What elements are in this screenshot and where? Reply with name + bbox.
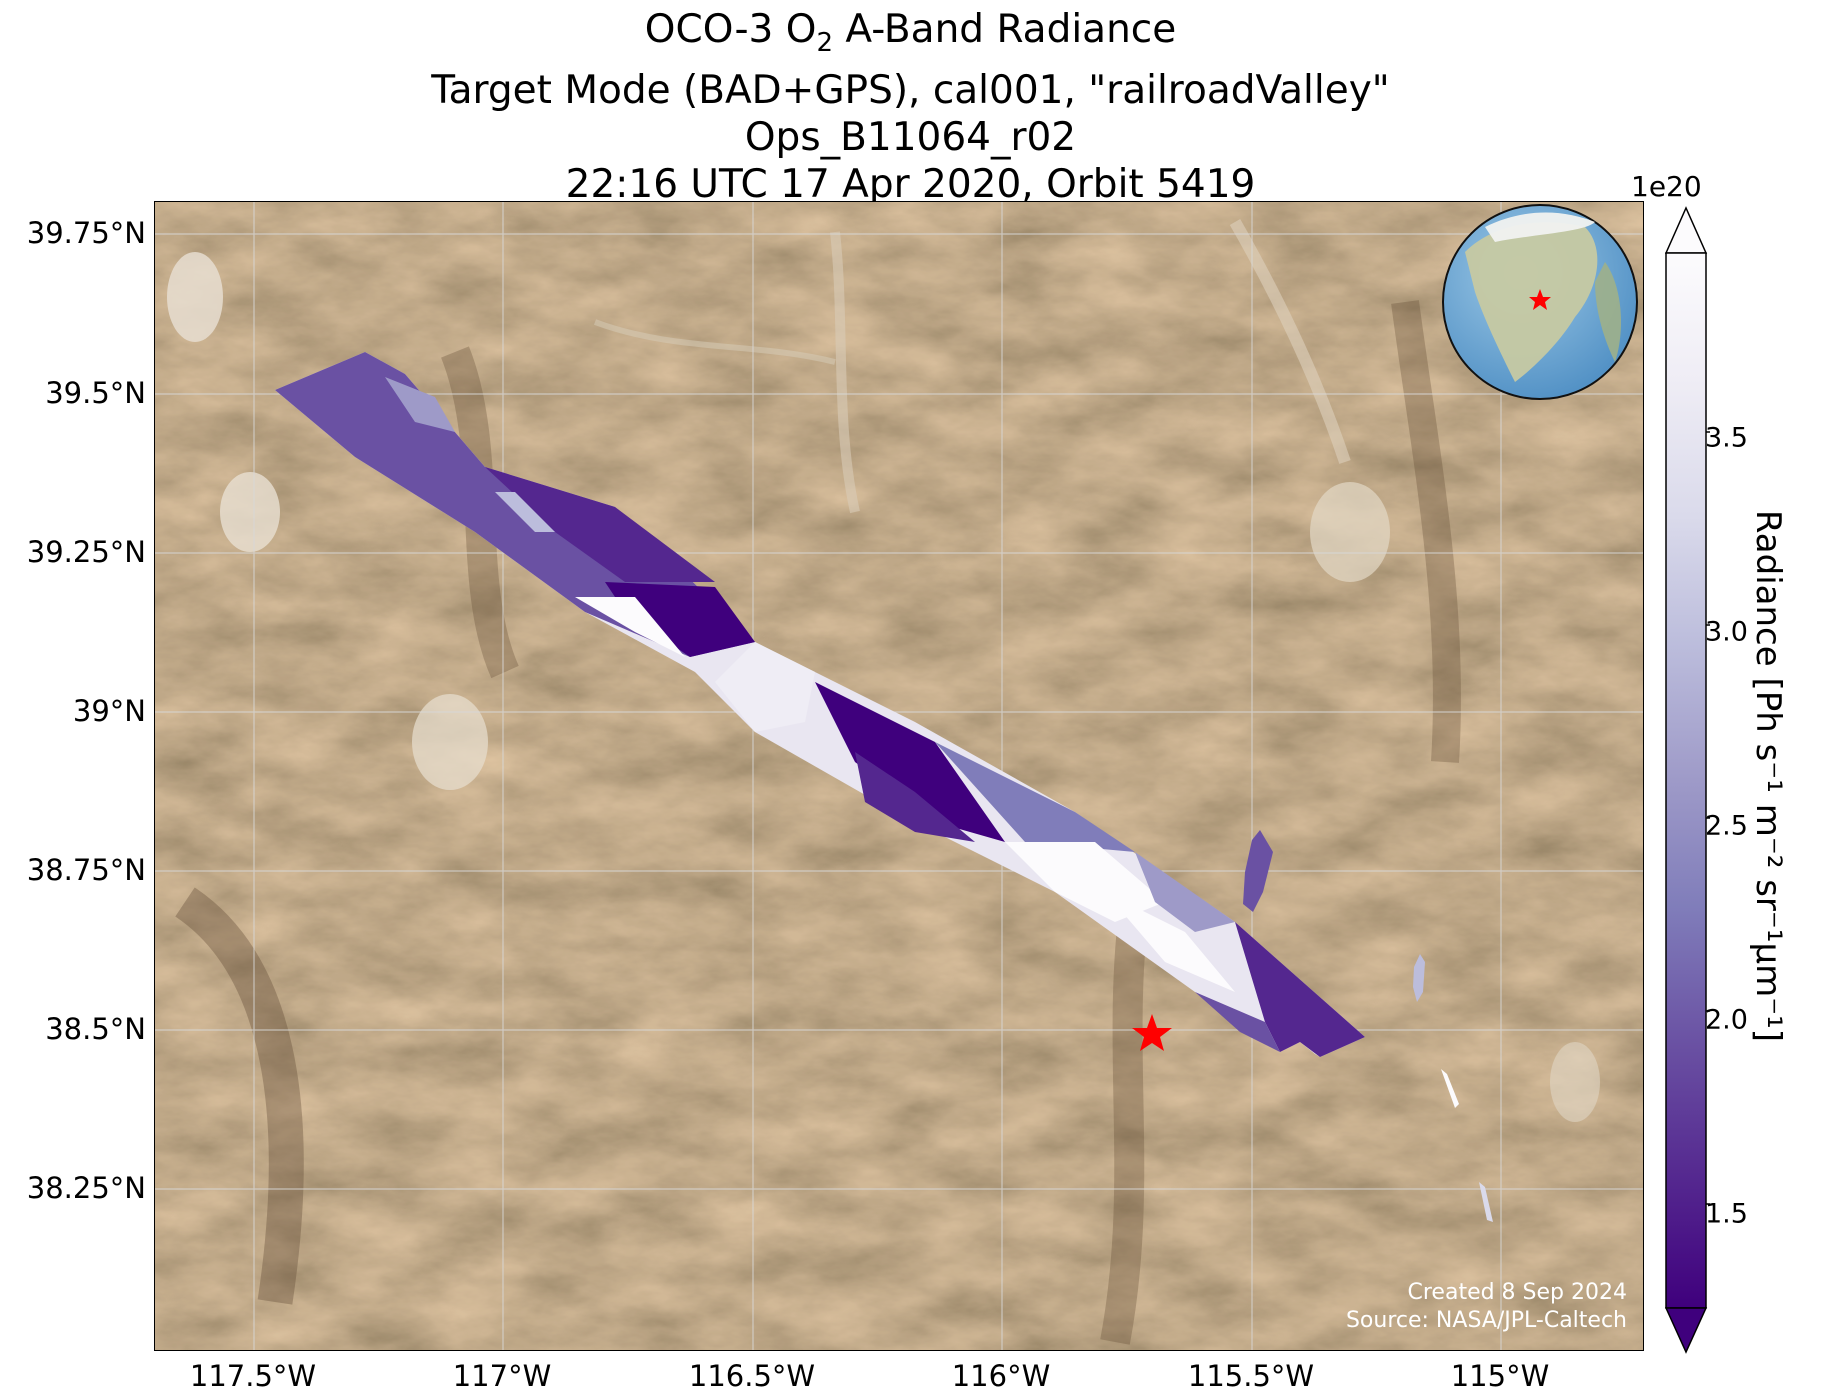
colorbar-label: Radiance [Ph s⁻¹ m⁻² sr⁻¹μm⁻¹] (1748, 509, 1788, 1043)
source-credit: Source: NASA/JPL-Caltech (1345, 1308, 1627, 1333)
lon-label: 117°W (452, 1359, 552, 1393)
colorbar-tick-label: 2.5 (1705, 810, 1748, 842)
lon-label: 116°W (951, 1359, 1051, 1393)
title-line-4: 22:16 UTC 17 Apr 2020, Orbit 5419 (565, 161, 1256, 207)
small-swath-segments (1243, 830, 1493, 1222)
credits-text: Created 8 Sep 2024 Source: NASA/JPL-Calt… (1346, 1279, 1627, 1335)
lat-label: 39.5°N (45, 376, 146, 410)
target-star-marker[interactable] (1132, 1014, 1172, 1051)
lat-label: 38.75°N (26, 853, 146, 887)
lat-label: 38.5°N (45, 1012, 146, 1046)
colorbar-tick-label: 3.0 (1705, 616, 1748, 648)
colorbar-tick-label: 1.5 (1705, 1198, 1748, 1230)
colorbar-max-arrow (1665, 206, 1708, 254)
title-line-1: OCO-3 O2 A-Band Radiance (644, 7, 1177, 58)
lon-label: 115.5°W (1187, 1359, 1315, 1393)
colorbar-tick-label: 3.5 (1705, 422, 1748, 454)
colorbar-tick-label: 2.0 (1705, 1004, 1748, 1036)
gridlines (155, 202, 1643, 1350)
colorbar (1665, 206, 1710, 1354)
lon-label: 116.5°W (688, 1359, 816, 1393)
lon-label: 117.5°W (189, 1359, 317, 1393)
title-line-3: Ops_B11064_r02 (744, 114, 1077, 160)
colorbar-ticks (1706, 431, 1710, 1205)
satellite-map[interactable] (154, 201, 1644, 1351)
title-line-2: Target Mode (BAD+GPS), cal001, "railroad… (431, 67, 1390, 113)
globe-star-icon (1529, 289, 1551, 310)
created-date: Created 8 Sep 2024 (1407, 1280, 1628, 1305)
map-svg (155, 202, 1643, 1350)
colorbar-exponent: 1e20 (1631, 170, 1702, 203)
lat-label: 38.25°N (26, 1171, 146, 1205)
figure-title: OCO-3 O2 A-Band Radiance Target Mode (BA… (0, 0, 1821, 208)
colorbar-min-arrow (1665, 1307, 1708, 1354)
globe-inset (1442, 204, 1638, 400)
lon-label: 115°W (1450, 1359, 1550, 1393)
colorbar-gradient (1665, 252, 1707, 1309)
lat-label: 39°N (72, 694, 146, 728)
lat-label: 39.75°N (26, 216, 146, 250)
radiance-swath (275, 352, 1365, 1057)
lat-label: 39.25°N (26, 535, 146, 569)
